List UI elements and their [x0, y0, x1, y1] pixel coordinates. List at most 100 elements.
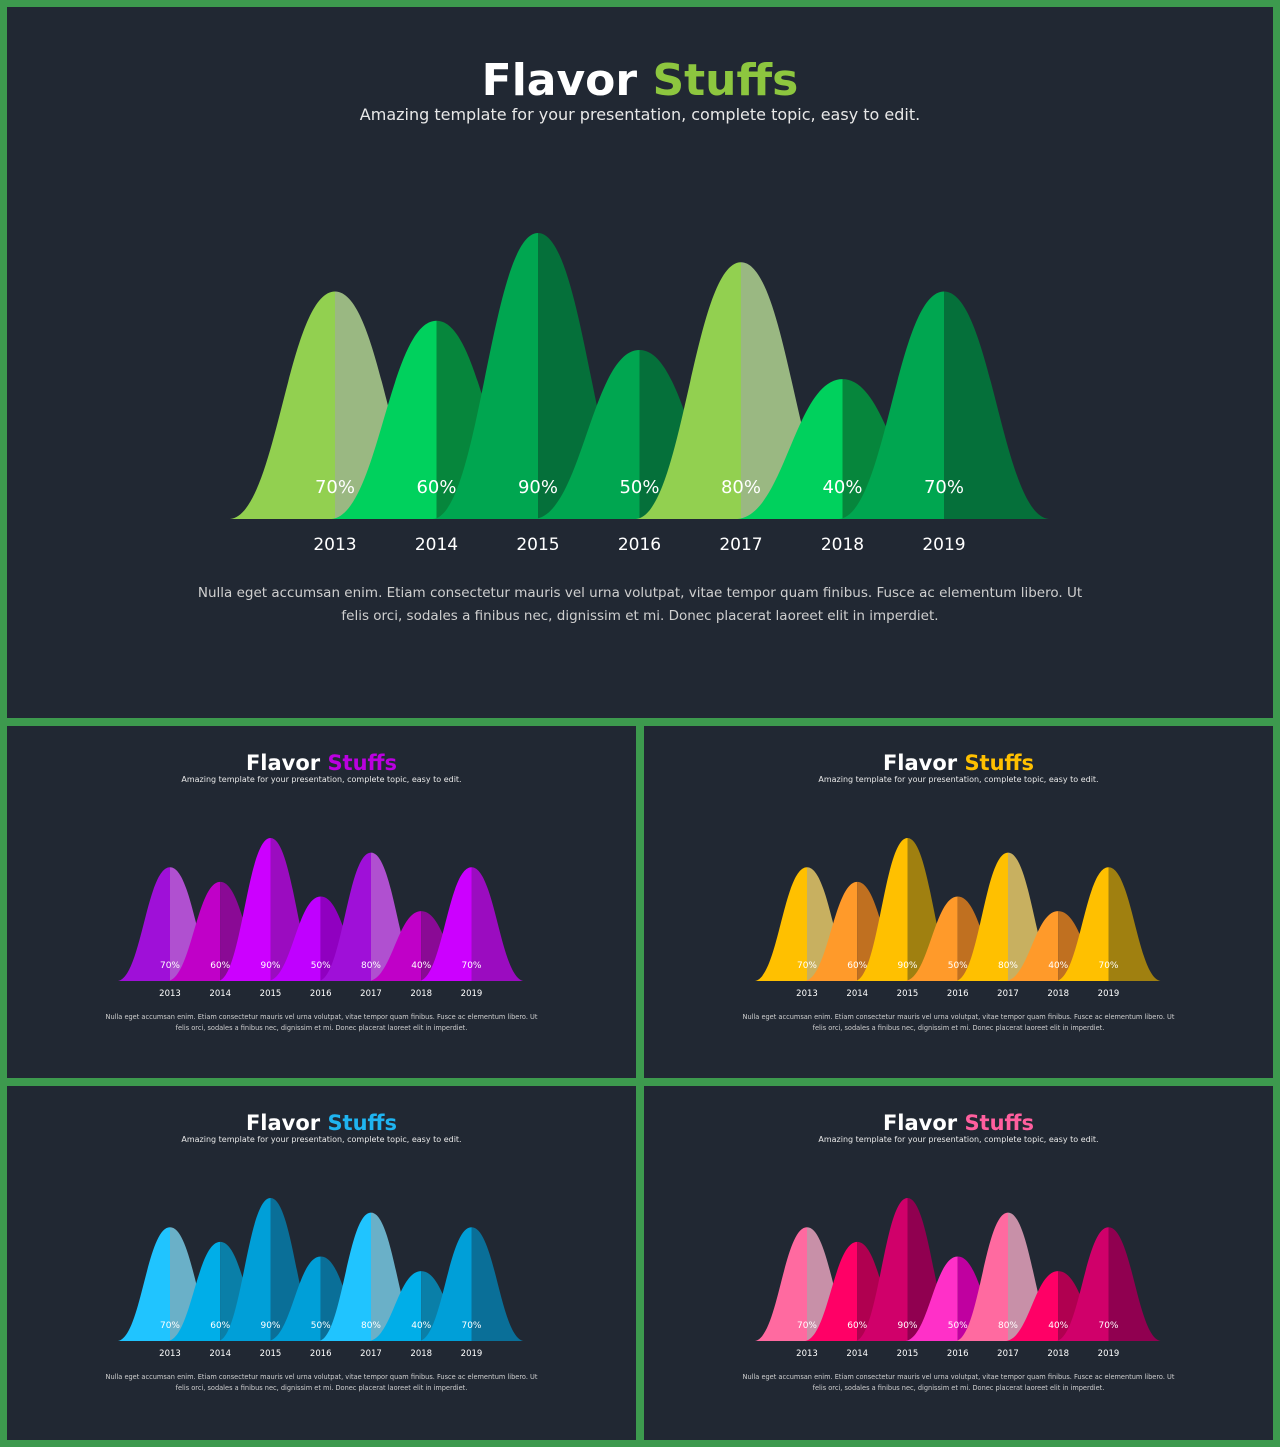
year-label: 2013	[796, 989, 818, 999]
data-label: 40%	[1048, 961, 1068, 971]
slide-pink: Flavor Stuffs Amazing template for your p…	[644, 1086, 1273, 1440]
bell-left-2013	[755, 1227, 807, 1341]
year-label: 2015	[260, 989, 282, 999]
year-label: 2013	[796, 1349, 818, 1359]
subtitle: Amazing template for your presentation, …	[818, 1135, 1098, 1144]
year-label: 2019	[922, 535, 965, 555]
year-label: 2018	[1047, 1349, 1069, 1359]
bell-right-2017	[371, 1212, 423, 1341]
description-line-1: Nulla eget accumsan enim. Etiam consecte…	[743, 1373, 1175, 1381]
bell-left-2016	[534, 349, 640, 519]
title-white: Flavor	[883, 751, 965, 775]
year-label: 2019	[1098, 1349, 1120, 1359]
bell-left-2019	[419, 867, 472, 981]
description-line-1: Nulla eget accumsan enim. Etiam consecte…	[106, 1373, 538, 1381]
subtitle: Amazing template for your presentation, …	[360, 105, 920, 124]
bell-left-2019	[839, 291, 944, 519]
bell-left-2013	[118, 1227, 170, 1341]
data-label: 50%	[619, 477, 659, 498]
bell-left-2015	[855, 838, 908, 981]
bell-left-2016	[268, 896, 321, 981]
data-label: 70%	[315, 477, 355, 498]
bell-left-2018	[369, 1271, 422, 1341]
description-line-2: felis orci, sodales a finibus nec, digni…	[813, 1024, 1105, 1032]
year-label: 2017	[997, 989, 1019, 999]
year-label: 2017	[997, 1349, 1019, 1359]
year-label: 2019	[1098, 989, 1120, 999]
bell-right-2017	[1008, 852, 1060, 981]
data-label: 80%	[998, 961, 1018, 971]
chart-marks	[755, 838, 1161, 981]
data-label: 60%	[416, 477, 456, 498]
subtitle: Amazing template for your presentation, …	[181, 1135, 461, 1144]
data-label: 70%	[461, 1321, 481, 1331]
data-label: 70%	[461, 961, 481, 971]
description-line-2: felis orci, sodales a finibus nec, digni…	[176, 1384, 468, 1392]
bell-right-2019	[1108, 1227, 1161, 1341]
title-white: Flavor	[482, 55, 653, 106]
data-label: 80%	[361, 961, 381, 971]
year-label: 2013	[159, 989, 181, 999]
bell-left-2013	[755, 867, 807, 981]
slide-blue: Flavor Stuffs Amazing template for your p…	[7, 1086, 636, 1440]
bell-left-2014	[805, 881, 858, 981]
bell-left-2018	[737, 379, 843, 519]
data-label: 50%	[948, 961, 968, 971]
bell-left-2017	[319, 1212, 371, 1341]
year-label: 2017	[719, 535, 762, 555]
title-accent: Stuffs	[964, 1111, 1034, 1135]
slide-yellow: Flavor Stuffs Amazing template for your p…	[644, 726, 1273, 1078]
bell-left-2019	[1056, 1227, 1109, 1341]
bell-left-2014	[168, 881, 221, 981]
bell-left-2018	[369, 911, 422, 981]
bell-right-2019	[1108, 867, 1161, 981]
slide-title: Flavor Stuffs	[883, 1111, 1034, 1135]
bell-left-2015	[218, 838, 271, 981]
year-label: 2018	[410, 1349, 432, 1359]
bell-right-2019	[944, 291, 1049, 519]
year-label: 2015	[897, 989, 919, 999]
bell-left-2013	[230, 291, 335, 519]
year-label: 2014	[415, 535, 458, 555]
title-accent: Stuffs	[652, 55, 798, 106]
data-label: 80%	[361, 1321, 381, 1331]
chart-marks	[755, 1198, 1161, 1341]
bell-left-2014	[331, 320, 437, 519]
title-white: Flavor	[883, 1111, 965, 1135]
year-label: 2018	[821, 535, 864, 555]
year-label: 2013	[159, 1349, 181, 1359]
data-label: 70%	[797, 1321, 817, 1331]
data-label: 70%	[924, 477, 964, 498]
year-label: 2016	[947, 989, 969, 999]
description-line-1: Nulla eget accumsan enim. Etiam consecte…	[198, 585, 1082, 601]
data-label: 50%	[948, 1321, 968, 1331]
data-label: 90%	[260, 961, 280, 971]
chart-marks	[118, 1198, 524, 1341]
data-label: 60%	[210, 961, 230, 971]
description-line-2: felis orci, sodales a finibus nec, digni…	[176, 1024, 468, 1032]
title-white: Flavor	[246, 751, 328, 775]
data-label: 60%	[210, 1321, 230, 1331]
bell-left-2014	[168, 1241, 221, 1341]
year-label: 2013	[313, 535, 356, 555]
data-label: 90%	[260, 1321, 280, 1331]
data-label: 70%	[160, 1321, 180, 1331]
data-label: 70%	[160, 961, 180, 971]
data-label: 60%	[847, 961, 867, 971]
bell-left-2015	[433, 233, 538, 519]
chart-marks	[230, 233, 1049, 519]
year-label: 2015	[897, 1349, 919, 1359]
bell-right-2017	[1008, 1212, 1060, 1341]
bell-left-2016	[905, 1256, 958, 1341]
year-label: 2019	[461, 1349, 483, 1359]
bell-left-2017	[319, 852, 371, 981]
slide-title: Flavor Stuffs	[883, 751, 1034, 775]
slide-title: Flavor Stuffs	[482, 55, 799, 106]
bell-left-2019	[1056, 867, 1109, 981]
data-label: 70%	[1098, 1321, 1118, 1331]
year-label: 2014	[209, 1349, 231, 1359]
